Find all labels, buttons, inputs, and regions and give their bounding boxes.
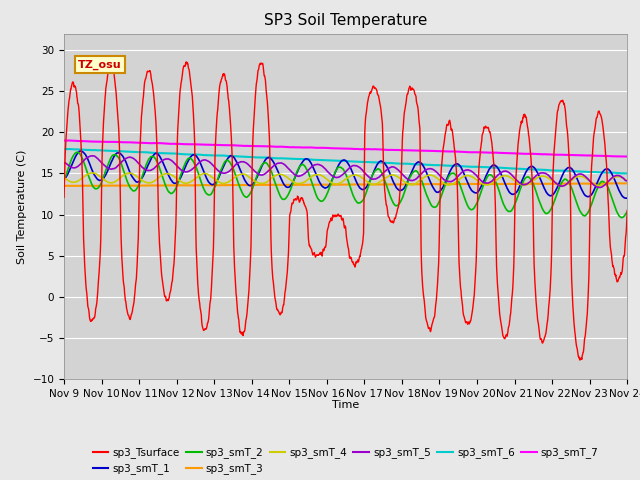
- Title: SP3 Soil Temperature: SP3 Soil Temperature: [264, 13, 428, 28]
- Legend: sp3_Tsurface, sp3_smT_1, sp3_smT_2, sp3_smT_3, sp3_smT_4, sp3_smT_5, sp3_smT_6, : sp3_Tsurface, sp3_smT_1, sp3_smT_2, sp3_…: [88, 443, 603, 479]
- X-axis label: Time: Time: [332, 400, 359, 410]
- Y-axis label: Soil Temperature (C): Soil Temperature (C): [17, 149, 27, 264]
- Text: TZ_osu: TZ_osu: [78, 60, 122, 70]
